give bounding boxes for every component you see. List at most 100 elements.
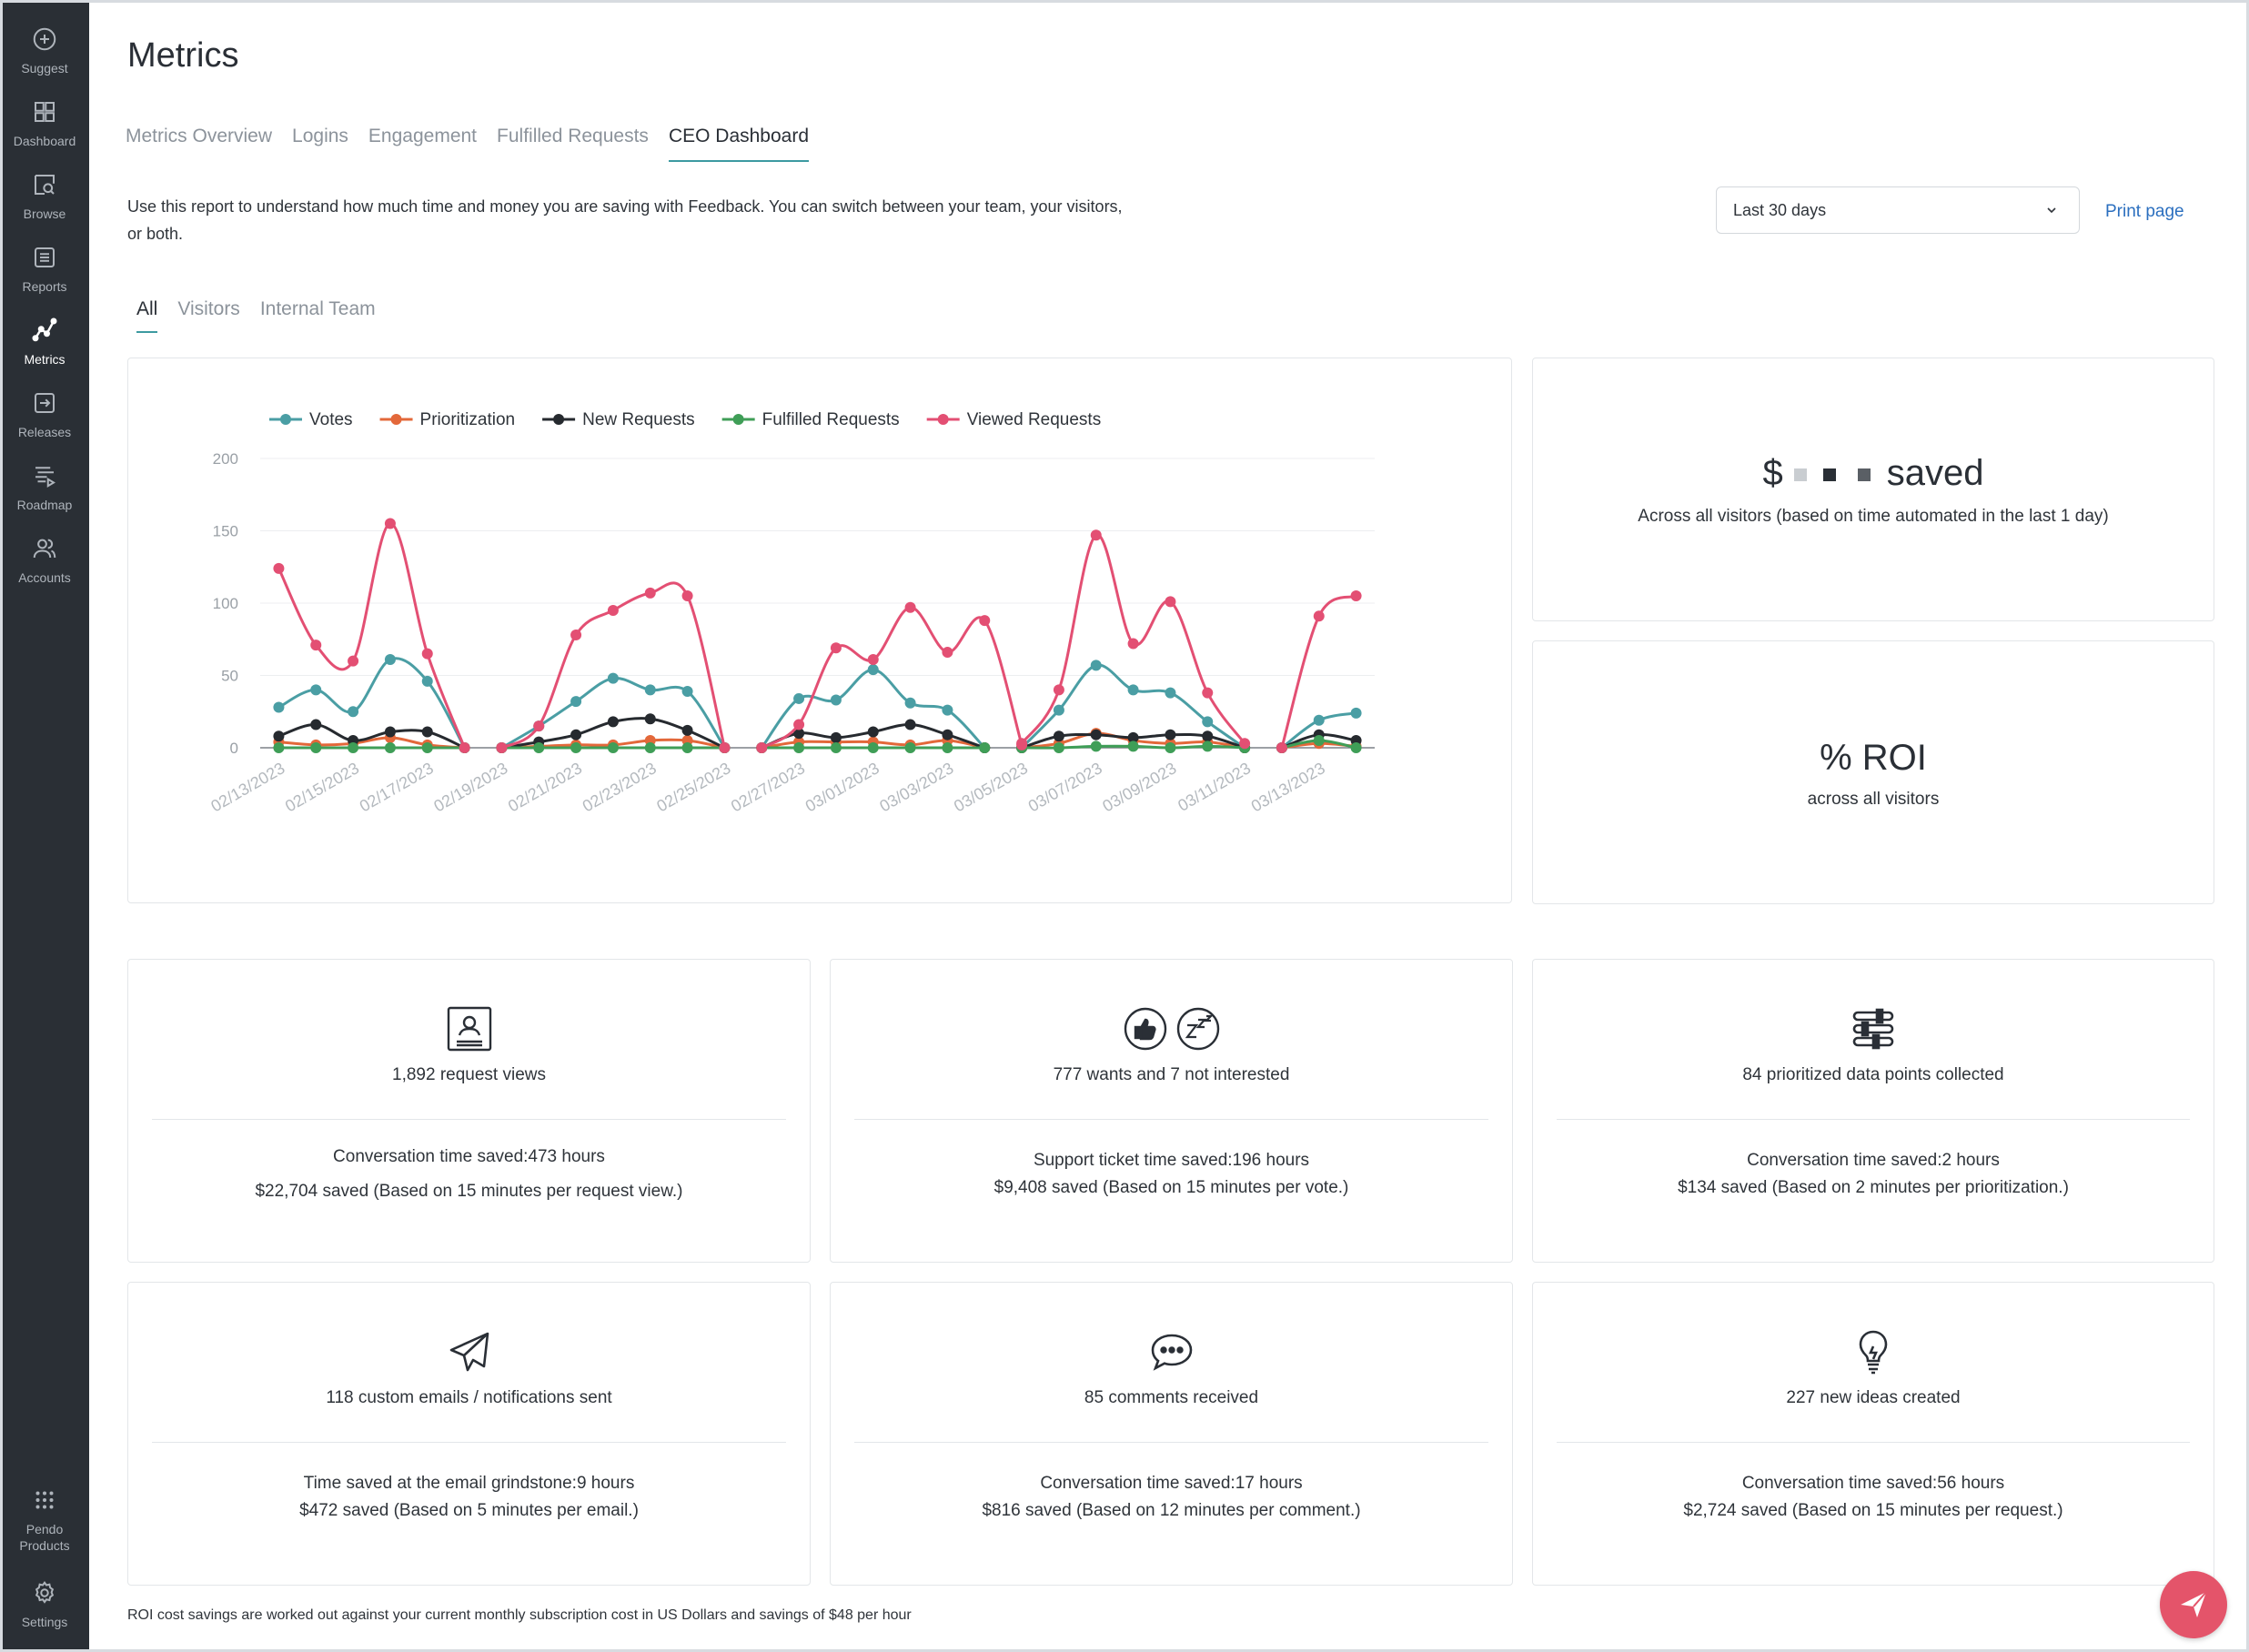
stat-money-saved: $134 saved (Based on 2 minutes per prior… (1678, 1178, 2069, 1197)
sidebar-item-pendo-products[interactable]: Pendo Products (0, 1481, 89, 1572)
data-point-fulfilled-requests (384, 742, 396, 753)
data-point-fulfilled-requests (607, 742, 619, 753)
series-line-viewed-requests (1280, 594, 1357, 749)
sidebar-item-suggest[interactable]: Suggest (0, 20, 89, 89)
data-point-votes (1313, 714, 1325, 726)
data-point-viewed-requests (1090, 529, 1102, 541)
chevron-down-icon (2047, 207, 2056, 214)
data-point-fulfilled-requests (1090, 740, 1102, 752)
print-page-link[interactable]: Print page (2105, 202, 2184, 221)
x-tick-label: 02/13/2023 (207, 759, 287, 815)
stat-time-saved: Conversation time saved:473 hours (333, 1147, 605, 1166)
tab-logins[interactable]: Logins (292, 126, 348, 146)
data-point-fulfilled-requests (830, 742, 842, 753)
tab-internal-team[interactable]: Internal Team (259, 298, 376, 319)
stat-money-saved: $472 saved (Based on 5 minutes per email… (299, 1501, 639, 1520)
sidebar-item-label: Releases (17, 425, 72, 439)
browse-search-icon (31, 171, 58, 198)
sidebar-item-settings[interactable]: Settings (0, 1574, 89, 1643)
sidebar-item-dashboard[interactable]: Dashboard (0, 93, 89, 162)
data-point-votes (867, 664, 879, 676)
releases-icon (31, 389, 58, 417)
data-point-votes (1165, 687, 1176, 699)
stat-card-ideas: 227 new ideas created Conversation time … (1532, 1282, 2214, 1586)
stat-card-comments: 85 comments received Conversation time s… (830, 1282, 1513, 1586)
sidebar-item-reports[interactable]: Reports (0, 238, 89, 307)
paper-plane-icon (449, 1332, 489, 1372)
data-point-viewed-requests (756, 742, 768, 753)
x-tick-label: 03/05/2023 (951, 759, 1031, 815)
data-point-new-requests (1202, 730, 1214, 742)
data-point-viewed-requests (830, 642, 842, 654)
tab-fulfilled-requests[interactable]: Fulfilled Requests (497, 126, 649, 146)
data-point-new-requests (793, 728, 805, 740)
data-point-viewed-requests (867, 654, 879, 666)
data-point-votes (1053, 704, 1064, 716)
data-point-viewed-requests (979, 615, 991, 627)
tab-engagement[interactable]: Engagement (368, 126, 478, 146)
reports-icon (31, 244, 58, 271)
x-tick-label: 02/23/2023 (580, 759, 660, 815)
data-point-votes (793, 692, 805, 704)
data-point-fulfilled-requests (533, 742, 545, 753)
sidebar-item-accounts[interactable]: Accounts (0, 529, 89, 599)
divider (854, 1442, 1488, 1443)
data-point-fulfilled-requests (942, 742, 953, 753)
legend-marker-fulfilled-requests (732, 414, 744, 425)
sidebar-item-label: Roadmap (16, 498, 73, 512)
stat-money-saved: $2,724 saved (Based on 15 minutes per re… (1683, 1501, 2063, 1520)
id-card-icon (447, 1006, 491, 1052)
data-point-fulfilled-requests (570, 742, 582, 753)
feedback-launcher-button[interactable] (2160, 1571, 2227, 1638)
x-tick-label: 02/15/2023 (282, 759, 362, 815)
roi-subtitle: across all visitors (1807, 790, 1940, 809)
sidebar-item-browse[interactable]: Browse (0, 166, 89, 235)
tab-ceo-dashboard[interactable]: CEO Dashboard (668, 126, 810, 162)
data-point-votes (1202, 716, 1214, 728)
stat-time-saved: Conversation time saved:17 hours (1040, 1474, 1303, 1493)
series-line-viewed-requests (277, 522, 466, 749)
date-range-select[interactable]: Last 30 days (1716, 186, 2080, 234)
sidebar-item-metrics[interactable]: Metrics (0, 311, 89, 380)
data-point-viewed-requests (1165, 596, 1176, 608)
stat-title: 84 prioritized data points collected (1742, 1065, 2004, 1084)
data-point-viewed-requests (904, 601, 916, 613)
apps-grid-icon (31, 1486, 58, 1514)
data-point-new-requests (1090, 729, 1102, 740)
data-point-viewed-requests (719, 742, 731, 753)
stat-card-emails: 118 custom emails / notifications sent T… (127, 1282, 811, 1586)
data-point-fulfilled-requests (1202, 740, 1214, 752)
divider (1557, 1442, 2190, 1443)
data-point-fulfilled-requests (867, 742, 879, 753)
x-tick-label: 02/27/2023 (728, 759, 808, 815)
sidebar-item-releases[interactable]: Releases (0, 384, 89, 453)
stat-time-saved: Support ticket time saved:196 hours (1033, 1151, 1310, 1170)
stat-money-saved: $9,408 saved (Based on 15 minutes per vo… (993, 1178, 1349, 1197)
activity-line-chart: 0 50 100 150 200 02/13/202302/15/202302/17/20… (207, 410, 1375, 816)
roi-value: % ROI (1820, 738, 1927, 778)
data-point-votes (1090, 660, 1102, 671)
data-point-viewed-requests (348, 655, 359, 667)
plus-circle-icon (31, 25, 58, 53)
sidebar-item-roadmap[interactable]: Roadmap (0, 457, 89, 526)
legend-label-new-requests: New Requests (582, 410, 695, 429)
accounts-icon (31, 535, 58, 562)
legend-label-votes: Votes (309, 410, 353, 429)
data-point-votes (942, 704, 953, 716)
series-line-prioritization (278, 736, 465, 750)
metrics-icon (31, 317, 58, 344)
data-point-fulfilled-requests (1053, 742, 1064, 753)
data-point-new-requests (1127, 731, 1139, 743)
x-tick-label: 03/03/2023 (876, 759, 956, 815)
data-point-new-requests (1165, 729, 1176, 740)
data-point-votes (681, 685, 693, 697)
savings-card: $ saved Across all visitors (based on tim… (1532, 358, 2214, 621)
tab-visitors[interactable]: Visitors (177, 298, 240, 319)
data-point-viewed-requests (607, 604, 619, 616)
divider (152, 1119, 786, 1120)
redacted-block (1793, 468, 1807, 482)
footer-note: ROI cost savings are worked out against … (127, 1607, 912, 1623)
data-point-votes (348, 706, 359, 718)
tab-all[interactable]: All (136, 298, 158, 333)
tab-metrics-overview[interactable]: Metrics Overview (126, 126, 273, 146)
